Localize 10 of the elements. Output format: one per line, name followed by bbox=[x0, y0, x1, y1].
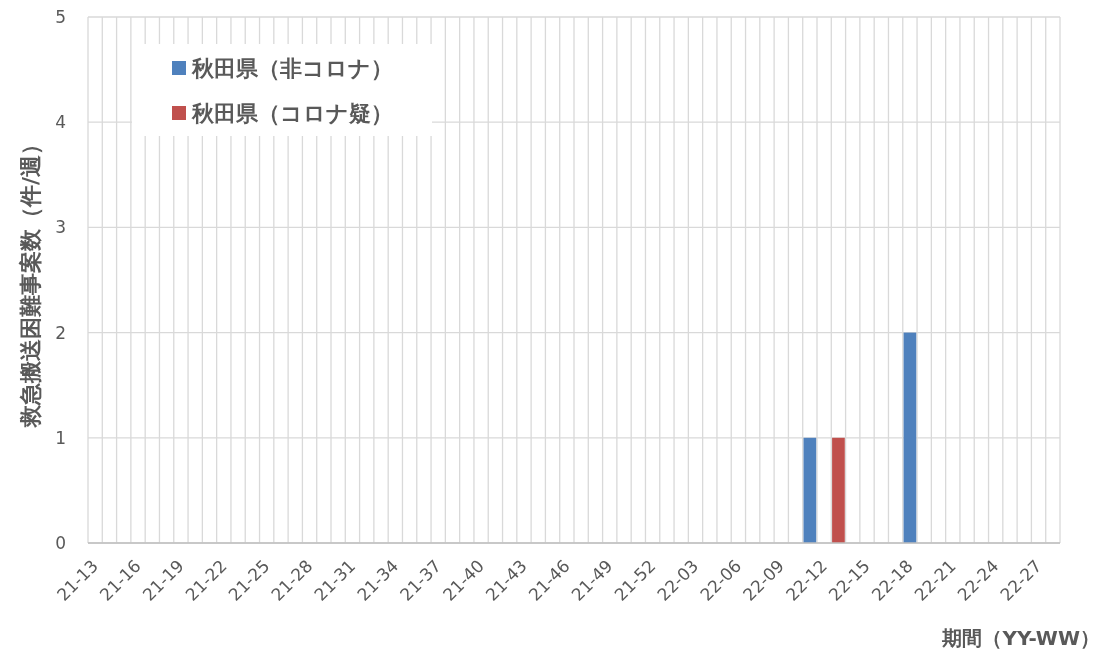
y-tick-label: 3 bbox=[55, 217, 66, 238]
y-tick-label: 1 bbox=[55, 427, 66, 448]
y-tick-label: 4 bbox=[55, 112, 66, 133]
y-tick-label: 0 bbox=[55, 533, 66, 553]
y-tick-label: 5 bbox=[55, 7, 66, 27]
legend-label: 秋田県（コロナ疑） bbox=[191, 101, 393, 126]
legend-label: 秋田県（非コロナ） bbox=[191, 56, 393, 81]
y-tick-label: 2 bbox=[55, 322, 66, 343]
x-axis-title: 期間（YY-WW） bbox=[941, 626, 1100, 650]
y-axis-title: 救急搬送困難事案数（件/週） bbox=[18, 132, 43, 430]
